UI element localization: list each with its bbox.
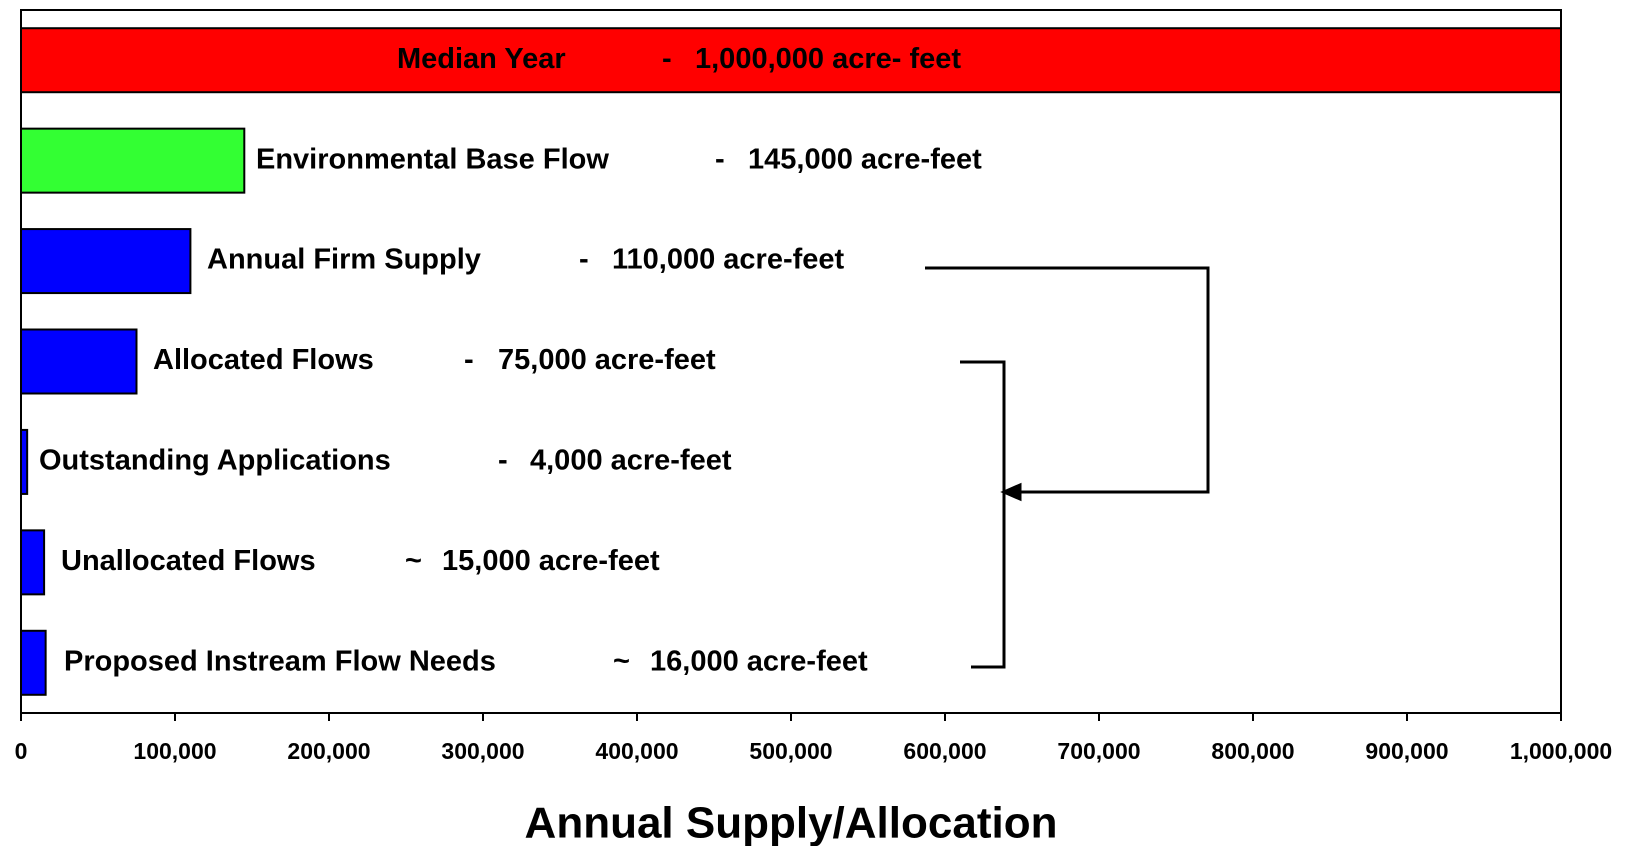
value-label: 15,000 acre-feet xyxy=(442,545,660,577)
x-tick-label: 400,000 xyxy=(595,738,678,764)
value-label: 1,000,000 acre- feet xyxy=(695,43,961,75)
separator: - xyxy=(715,143,725,175)
x-tick-label: 700,000 xyxy=(1057,738,1140,764)
x-tick-label: 100,000 xyxy=(133,738,216,764)
value-label: 16,000 acre-feet xyxy=(650,645,868,677)
bar xyxy=(20,629,47,696)
separator: ~ xyxy=(405,545,422,577)
category-label: Environmental Base Flow xyxy=(256,143,609,175)
category-label: Annual Firm Supply xyxy=(207,244,481,276)
bracket xyxy=(960,360,1006,669)
bracket xyxy=(925,266,1210,494)
category-label: Outstanding Applications xyxy=(39,445,391,477)
x-tick-label: 300,000 xyxy=(441,738,524,764)
separator: - xyxy=(464,344,474,376)
category-label: Allocated Flows xyxy=(153,344,374,376)
separator: - xyxy=(662,43,672,75)
plot-frame xyxy=(20,9,1562,714)
x-tick-label: 0 xyxy=(15,738,28,764)
value-label: 110,000 acre-feet xyxy=(612,244,845,276)
x-tick-label: 500,000 xyxy=(749,738,832,764)
brackets xyxy=(925,266,1210,669)
separator: ~ xyxy=(613,645,630,677)
value-label: 145,000 acre-feet xyxy=(748,143,982,175)
bar xyxy=(20,27,1562,94)
bar xyxy=(20,228,192,295)
x-tick-label: 200,000 xyxy=(287,738,370,764)
category-label: Median Year xyxy=(397,43,566,75)
bar xyxy=(20,529,46,596)
bar xyxy=(20,428,29,495)
x-axis-title: Annual Supply/Allocation xyxy=(525,799,1058,846)
x-tick-label: 900,000 xyxy=(1365,738,1448,764)
separator: - xyxy=(579,244,589,276)
separator: - xyxy=(498,445,508,477)
x-tick-label: 1,000,000 xyxy=(1510,738,1612,764)
bar xyxy=(20,328,138,395)
value-label: 4,000 acre-feet xyxy=(530,445,732,477)
category-label: Unallocated Flows xyxy=(61,545,316,577)
bar xyxy=(20,127,246,194)
x-tick-label: 600,000 xyxy=(903,738,986,764)
category-label: Proposed Instream Flow Needs xyxy=(64,645,496,677)
x-tick-label: 800,000 xyxy=(1211,738,1294,764)
arrow-head xyxy=(1000,482,1022,502)
value-label: 75,000 acre-feet xyxy=(498,344,716,376)
